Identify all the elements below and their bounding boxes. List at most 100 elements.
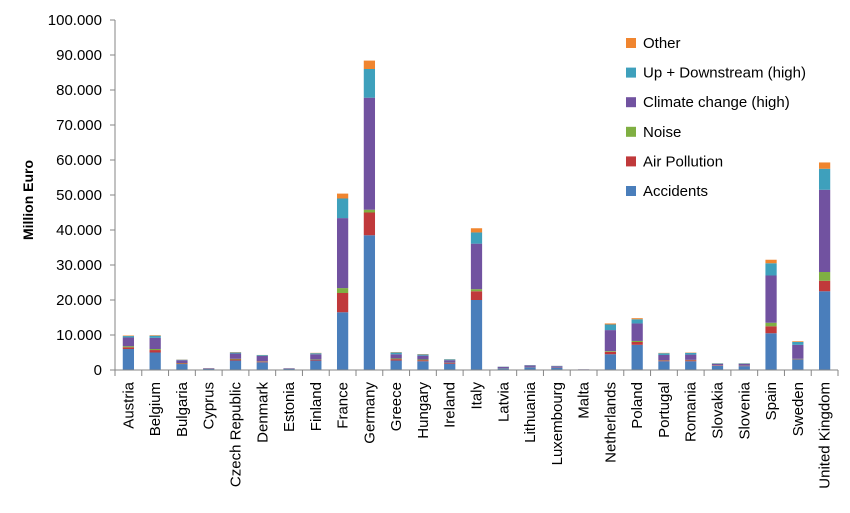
bar-segment-accidents: [631, 344, 643, 370]
y-tick-label: 100.000: [48, 12, 102, 29]
bar-segment-up-downstream-high: [417, 354, 429, 356]
bar-segment-air-pollution: [176, 363, 188, 365]
y-tick-label: 60.000: [56, 152, 102, 169]
bar-stack: [604, 323, 617, 370]
x-category-label: Estonia: [281, 381, 298, 432]
bar-segment-accidents: [524, 367, 536, 370]
bar-stack: [631, 318, 643, 370]
bar-segment-up-downstream-high: [363, 69, 376, 98]
bar-segment-climate-change-high: [792, 344, 804, 359]
bar-segment-climate-change-high: [363, 97, 376, 210]
bar-segment-accidents: [711, 365, 724, 370]
bar-segment-accidents: [738, 366, 750, 370]
bar-segment-climate-change-high: [417, 355, 429, 360]
bar-segment-accidents: [444, 363, 456, 370]
bar-segment-up-downstream-high: [310, 353, 322, 355]
bar-segment-climate-change-high: [336, 218, 349, 289]
bar-stack: [818, 162, 831, 370]
bar-segment-accidents: [685, 361, 697, 370]
bar-stack: [390, 352, 402, 370]
bar-segment-air-pollution: [658, 360, 670, 362]
bar-segment-air-pollution: [390, 359, 402, 361]
x-category-label: Netherlands: [602, 382, 619, 463]
bar-stack: [310, 352, 322, 370]
bar-stack: [176, 359, 188, 370]
bar-stack: [738, 363, 750, 370]
bar-segment-accidents: [149, 352, 161, 370]
x-category-label: Germany: [361, 382, 378, 444]
bar-segment-air-pollution: [444, 363, 456, 364]
bar-segment-air-pollution: [417, 360, 429, 362]
legend-label: Other: [643, 35, 681, 52]
bar-stack: [792, 341, 804, 370]
bar-stack: [417, 354, 429, 370]
bar-segment-climate-change-high: [470, 243, 483, 290]
bar-segment-climate-change-high: [604, 330, 617, 352]
bar-segment-accidents: [203, 368, 215, 370]
bar-segment-noise: [390, 358, 402, 360]
x-category-label: Italy: [469, 382, 486, 410]
bar-segment-accidents: [176, 364, 188, 370]
y-tick-label: 90.000: [56, 47, 102, 64]
bar-segment-air-pollution: [685, 360, 697, 362]
x-category-label: Sweden: [790, 382, 807, 436]
bar-segment-up-downstream-high: [604, 324, 617, 331]
y-tick-label: 70.000: [56, 117, 102, 134]
bar-segment-up-downstream-high: [792, 342, 804, 345]
legend: Other Up + Downstream (high) Climate chang…: [626, 35, 806, 200]
bar-segment-accidents: [310, 360, 322, 370]
x-category-label: Latvia: [495, 381, 512, 422]
bar-segment-accidents: [256, 362, 268, 370]
legend-swatch: [626, 67, 636, 78]
bar-stack: [765, 259, 777, 370]
bar-segment-accidents: [283, 368, 295, 370]
bar-stack: [229, 352, 242, 370]
y-tick-label: 30.000: [56, 257, 102, 274]
bar-segment-climate-change-high: [122, 337, 135, 347]
bar-segment-noise: [149, 349, 161, 351]
bar-segment-other: [470, 228, 483, 233]
bar-segment-climate-change-high: [711, 363, 724, 366]
bar-segment-climate-change-high: [497, 366, 509, 368]
x-category-label: United Kingdom: [817, 382, 834, 489]
x-category-label: Bulgaria: [174, 381, 191, 437]
legend-swatch: [626, 38, 636, 48]
bar-segment-up-downstream-high: [256, 355, 268, 356]
bar-stack: [551, 365, 563, 370]
y-tick-label: 0: [94, 362, 102, 379]
bar-segment-up-downstream-high: [738, 363, 750, 364]
bar-segment-accidents: [229, 360, 242, 370]
bar-segment-noise: [229, 358, 242, 360]
legend-label: Accidents: [643, 183, 708, 200]
legend-swatch: [626, 126, 636, 137]
x-category-label: Greece: [388, 382, 405, 431]
bar-segment-up-downstream-high: [122, 336, 135, 338]
bar-segment-air-pollution: [336, 293, 349, 313]
legend-label: Climate change (high): [643, 94, 790, 111]
x-category-label: Cyprus: [201, 382, 218, 430]
bar-segment-air-pollution: [765, 326, 777, 334]
x-category-label: France: [335, 382, 352, 429]
bar-segment-noise: [122, 346, 135, 348]
x-category-label: Slovakia: [710, 381, 727, 438]
x-category-label: Lithuania: [522, 381, 539, 443]
bar-segment-up-downstream-high: [765, 263, 777, 276]
bar-segment-accidents: [658, 361, 670, 370]
bar-segment-accidents: [417, 361, 429, 370]
bar-stack: [363, 60, 376, 370]
legend-label: Up + Downstream (high): [643, 65, 806, 82]
bar-stack: [497, 366, 509, 370]
bar-segment-climate-change-high: [658, 354, 670, 361]
bar-segment-accidents: [792, 359, 804, 370]
bar-segment-noise: [470, 289, 483, 292]
bar-segment-climate-change-high: [390, 354, 402, 359]
bar-segment-accidents: [363, 235, 376, 370]
bar-segment-climate-change-high: [310, 354, 322, 360]
bar-stack: [283, 368, 295, 370]
bar-stack: [444, 359, 456, 370]
bar-segment-air-pollution: [256, 361, 268, 363]
x-category-label: Romania: [683, 381, 700, 442]
bar-segment-other: [765, 259, 777, 264]
y-axis-title: Million Euro: [20, 160, 36, 240]
